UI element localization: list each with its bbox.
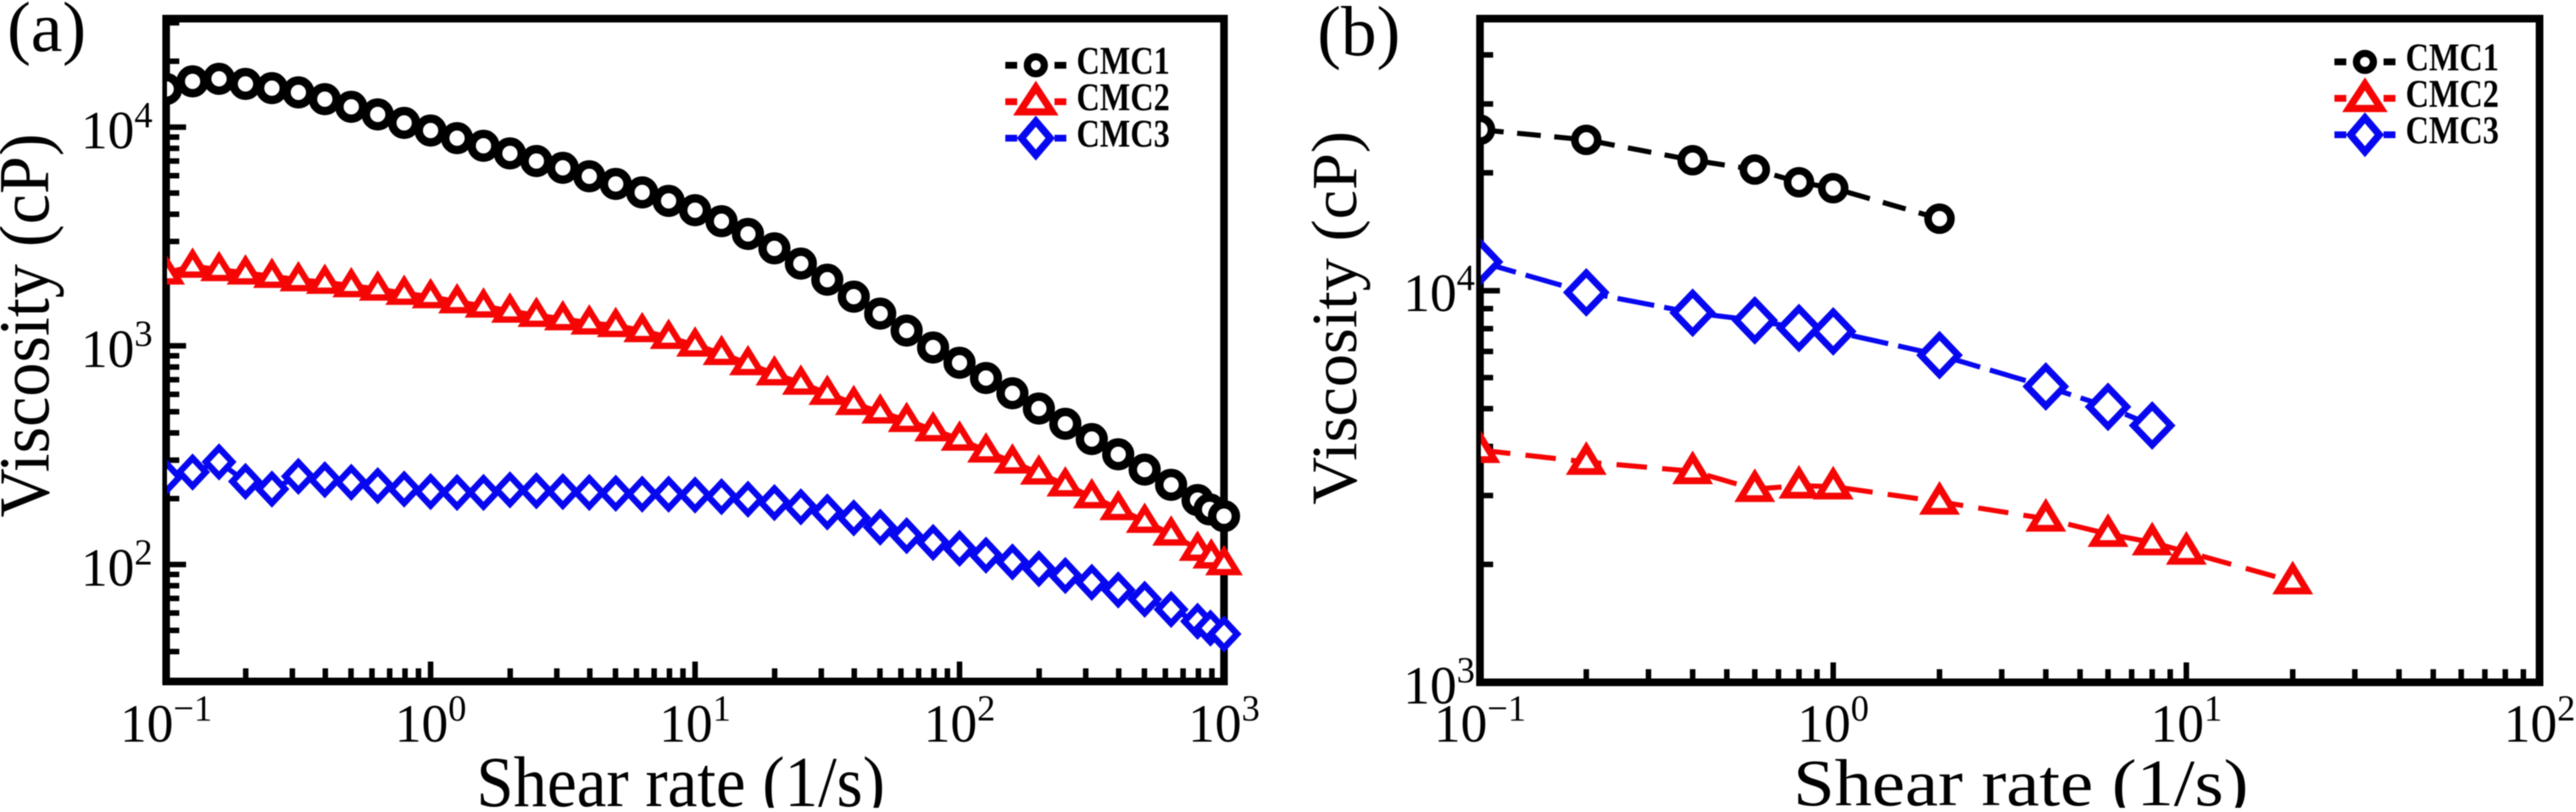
- svg-text:(a): (a): [7, 0, 86, 67]
- svg-text:CMC1: CMC1: [1077, 39, 1170, 83]
- svg-text:Viscosity (cP): Viscosity (cP): [1299, 131, 1371, 505]
- svg-text:Viscosity (cP): Viscosity (cP): [0, 134, 64, 518]
- svg-text:102: 102: [81, 533, 153, 598]
- svg-text:CMC3: CMC3: [1077, 112, 1170, 156]
- svg-text:CMC3: CMC3: [2406, 108, 2499, 153]
- svg-text:Shear rate (1/s): Shear rate (1/s): [1794, 746, 2249, 808]
- svg-text:Shear rate (1/s): Shear rate (1/s): [476, 742, 885, 808]
- svg-text:CMC2: CMC2: [2406, 72, 2499, 116]
- svg-text:(b): (b): [1317, 0, 1400, 71]
- svg-text:104: 104: [81, 96, 153, 160]
- svg-text:CMC2: CMC2: [1077, 75, 1170, 120]
- svg-text:CMC1: CMC1: [2406, 36, 2499, 80]
